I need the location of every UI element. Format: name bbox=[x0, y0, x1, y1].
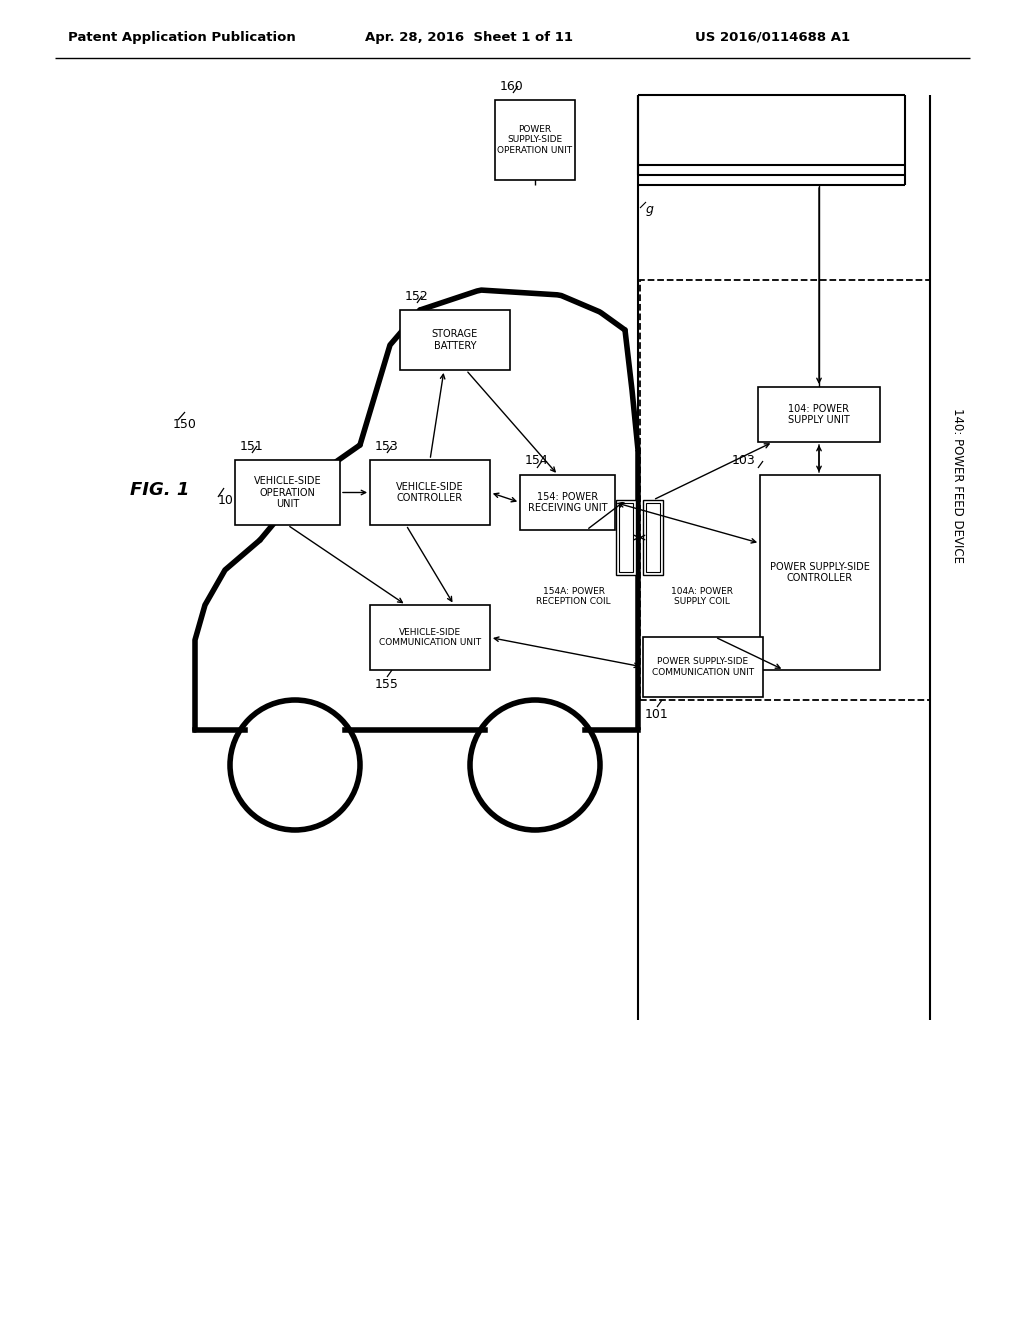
Text: 104A: POWER
SUPPLY COIL: 104A: POWER SUPPLY COIL bbox=[671, 587, 733, 606]
Bar bbox=[618, 503, 633, 572]
Bar bbox=[495, 100, 575, 180]
Bar bbox=[234, 459, 340, 525]
Text: VEHICLE-SIDE
CONTROLLER: VEHICLE-SIDE CONTROLLER bbox=[396, 482, 464, 503]
Text: 150: 150 bbox=[173, 418, 197, 432]
Text: 103: 103 bbox=[731, 454, 755, 467]
Text: 154A: POWER
RECEPTION COIL: 154A: POWER RECEPTION COIL bbox=[537, 587, 611, 606]
Text: 104: POWER
SUPPLY UNIT: 104: POWER SUPPLY UNIT bbox=[788, 404, 850, 425]
Text: 154: 154 bbox=[525, 454, 549, 467]
Bar bbox=[760, 475, 880, 671]
Text: 154: POWER
RECEIVING UNIT: 154: POWER RECEIVING UNIT bbox=[527, 492, 607, 513]
Text: VEHICLE-SIDE
OPERATION
UNIT: VEHICLE-SIDE OPERATION UNIT bbox=[254, 477, 322, 510]
Text: FIG. 1: FIG. 1 bbox=[130, 480, 189, 499]
Text: US 2016/0114688 A1: US 2016/0114688 A1 bbox=[695, 30, 850, 44]
Text: 10: 10 bbox=[218, 494, 233, 507]
Text: 101: 101 bbox=[645, 708, 669, 721]
Text: Patent Application Publication: Patent Application Publication bbox=[68, 30, 296, 44]
Bar bbox=[616, 500, 636, 576]
Text: POWER SUPPLY-SIDE
CONTROLLER: POWER SUPPLY-SIDE CONTROLLER bbox=[770, 562, 870, 583]
Text: 155: 155 bbox=[375, 677, 399, 690]
Bar bbox=[520, 475, 615, 531]
Bar bbox=[370, 459, 490, 525]
Text: POWER SUPPLY-SIDE
COMMUNICATION UNIT: POWER SUPPLY-SIDE COMMUNICATION UNIT bbox=[652, 657, 754, 677]
Text: 140: POWER FEED DEVICE: 140: POWER FEED DEVICE bbox=[951, 408, 965, 562]
Bar bbox=[400, 310, 510, 370]
Bar bbox=[640, 280, 930, 700]
Text: g: g bbox=[646, 203, 654, 216]
Text: POWER
SUPPLY-SIDE
OPERATION UNIT: POWER SUPPLY-SIDE OPERATION UNIT bbox=[498, 125, 572, 154]
Text: STORAGE
BATTERY: STORAGE BATTERY bbox=[432, 329, 478, 351]
Text: 152: 152 bbox=[406, 289, 429, 302]
Text: VEHICLE-SIDE
COMMUNICATION UNIT: VEHICLE-SIDE COMMUNICATION UNIT bbox=[379, 628, 481, 647]
Bar bbox=[643, 500, 663, 576]
Text: 153: 153 bbox=[375, 440, 398, 453]
Text: 160: 160 bbox=[500, 79, 523, 92]
Bar bbox=[643, 638, 763, 697]
Text: Apr. 28, 2016  Sheet 1 of 11: Apr. 28, 2016 Sheet 1 of 11 bbox=[365, 30, 573, 44]
Bar bbox=[758, 387, 880, 442]
Text: 151: 151 bbox=[240, 440, 264, 453]
Bar bbox=[370, 605, 490, 671]
Bar bbox=[646, 503, 660, 572]
